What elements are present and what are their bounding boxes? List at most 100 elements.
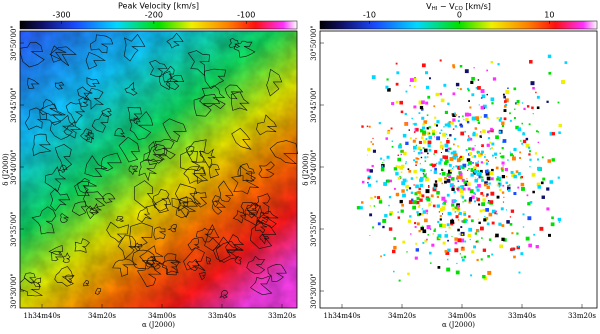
residual-pixel <box>479 135 482 138</box>
residual-pixel <box>381 165 384 167</box>
residual-pixel <box>500 155 502 158</box>
residual-pixel <box>424 160 427 162</box>
contour <box>204 224 221 251</box>
residual-pixel <box>454 248 459 253</box>
contour <box>129 111 154 141</box>
residual-pixel <box>444 143 449 148</box>
residual-pixel <box>378 200 383 204</box>
residual-pixel <box>485 195 488 197</box>
residual-pixel <box>380 157 383 160</box>
residual-pixel <box>503 238 507 242</box>
residual-pixel <box>422 169 426 173</box>
residual-pixel <box>415 160 418 164</box>
residual-pixel <box>466 87 469 90</box>
residual-pixel <box>436 191 440 195</box>
residual-pixel <box>461 220 464 223</box>
contour <box>230 91 250 111</box>
title-part: CO <box>455 6 464 12</box>
x-tick-label: 33m20s <box>268 312 296 320</box>
contour <box>27 77 40 89</box>
residual-pixel <box>473 67 475 69</box>
residual-pixel <box>446 258 449 261</box>
residual-pixel <box>495 157 497 159</box>
contour <box>256 114 277 136</box>
colorbar-tick-label: -10 <box>363 11 376 20</box>
residual-pixel <box>450 151 454 155</box>
residual-pixel <box>476 240 479 243</box>
residual-pixel <box>387 88 391 92</box>
residual-pixel <box>484 154 486 156</box>
residual-pixel <box>473 245 477 249</box>
residual-pixel <box>527 202 531 206</box>
residual-pixel <box>501 169 504 172</box>
residual-pixel <box>486 185 490 189</box>
title-part: [km/s] <box>463 2 491 11</box>
residual-pixel <box>447 122 451 126</box>
contour <box>259 233 270 245</box>
residual-pixel <box>477 121 481 124</box>
residual-pixel <box>430 194 434 198</box>
residual-pixel <box>515 170 519 173</box>
y-tick-label: 30°50'00" <box>10 25 18 60</box>
residual-pixel <box>456 175 461 179</box>
residual-pixel <box>486 182 489 185</box>
residual-pixel <box>496 195 500 199</box>
residual-pixel <box>407 272 410 276</box>
residual-pixel <box>409 137 412 140</box>
residual-pixel <box>488 182 491 185</box>
residual-pixel <box>480 97 483 99</box>
residual-pixel <box>531 106 534 110</box>
residual-pixel <box>461 246 464 249</box>
residual-pixel <box>404 122 408 126</box>
residual-pixel <box>421 100 425 105</box>
residual-pixel <box>486 193 489 196</box>
residual-pixel <box>397 216 401 219</box>
residual-pixel <box>452 128 455 130</box>
residual-pixel <box>500 207 504 211</box>
residual-pixel <box>412 123 414 125</box>
contour <box>54 144 73 171</box>
residual-pixel <box>474 200 476 203</box>
residual-pixel <box>525 236 530 241</box>
residual-pixel <box>453 153 456 156</box>
residual-pixel <box>462 115 464 117</box>
residual-pixel <box>486 116 489 119</box>
residual-pixel <box>439 218 442 221</box>
residual-pixel <box>447 124 451 128</box>
contour <box>86 77 100 87</box>
residual-pixel <box>432 164 435 168</box>
contour <box>62 252 71 263</box>
residual-pixel <box>444 155 449 160</box>
residual-pixel <box>456 187 459 190</box>
contour <box>89 203 102 215</box>
residual-pixel <box>476 258 479 262</box>
contour <box>147 144 168 162</box>
residual-pixel <box>463 211 467 214</box>
residual-pixel <box>457 145 460 148</box>
residual-pixel <box>454 211 457 213</box>
x-tick-label: 1h34m40s <box>23 312 60 320</box>
residual-pixel <box>438 237 441 240</box>
residual-pixel <box>528 153 531 156</box>
residual-pixel <box>452 118 456 122</box>
contour <box>167 224 177 233</box>
contour <box>149 59 168 78</box>
residual-pixel <box>388 227 393 231</box>
residual-pixel <box>421 126 426 130</box>
residual-pixel <box>417 205 421 208</box>
residual-pixel <box>439 158 443 162</box>
residual-pixel <box>428 205 430 207</box>
contour <box>91 112 109 133</box>
residual-pixel <box>511 232 514 235</box>
residual-pixel <box>414 192 418 196</box>
residual-pixel <box>517 186 520 189</box>
contour <box>257 211 279 229</box>
residual-pixel <box>446 178 451 183</box>
residual-pixel <box>450 219 455 224</box>
residual-pixel <box>475 87 478 89</box>
y-tick-label: 30°45'00" <box>310 87 318 122</box>
contour <box>74 238 90 253</box>
residual-pixel <box>470 219 474 223</box>
contour <box>159 70 179 90</box>
contour <box>60 213 70 224</box>
